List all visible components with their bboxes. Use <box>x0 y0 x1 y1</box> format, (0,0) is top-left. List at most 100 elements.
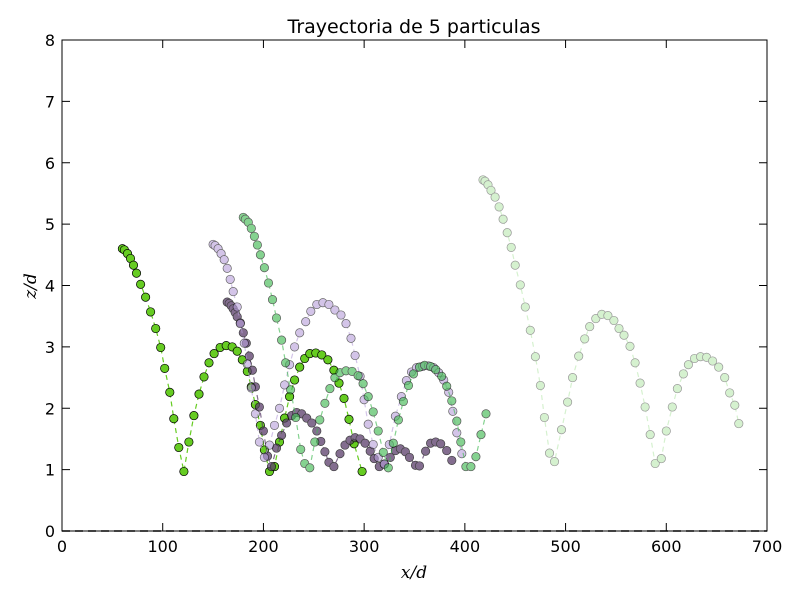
series-3-point <box>254 437 264 447</box>
series-5-point <box>603 311 613 321</box>
series-3-point <box>336 310 346 320</box>
series-5-point <box>597 309 607 319</box>
series-2-point <box>421 446 431 456</box>
plot-area <box>62 175 767 532</box>
series-5-point <box>683 360 693 370</box>
series-3-point <box>280 380 290 390</box>
series-1-point <box>232 346 242 356</box>
series-4-point <box>281 358 291 368</box>
series-2-point <box>360 438 370 448</box>
series-3-point <box>346 333 356 343</box>
series-4-point <box>296 444 306 454</box>
series-4-point <box>320 398 330 408</box>
series-4-point <box>452 416 462 426</box>
series-1-point <box>357 466 367 477</box>
y-tick-label: 8 <box>45 31 55 50</box>
series-4-point <box>271 313 282 323</box>
series-5-point <box>630 358 640 368</box>
series-1-point <box>151 323 161 334</box>
series-5-point <box>702 352 712 362</box>
series-1-point <box>194 389 204 399</box>
series-3-point <box>228 287 238 297</box>
series-5-point <box>502 228 512 238</box>
series-4-point <box>476 430 486 440</box>
axis-ticks: 0 100 200 300 400 500 600 700 0 1 2 3 4 5 6 7 8 <box>45 31 782 556</box>
series-4-point <box>373 426 383 436</box>
series-4-point <box>353 371 363 381</box>
series-3-point <box>330 305 340 315</box>
series-5-point <box>635 378 645 388</box>
series-4-point <box>305 463 315 473</box>
series-3-point <box>242 359 252 369</box>
series-5-point <box>656 454 666 464</box>
series-1-point <box>317 350 327 360</box>
series-2-point <box>266 462 277 472</box>
series-4-point <box>378 447 388 457</box>
series-1-point <box>290 375 300 385</box>
series-4-point <box>481 409 491 419</box>
series-1-point <box>169 414 179 424</box>
series-4-point <box>456 437 466 447</box>
series-4-point <box>249 231 259 241</box>
series-2-point <box>329 462 339 472</box>
series-5-point <box>556 425 567 435</box>
series-2-point <box>247 365 257 375</box>
series-5-point <box>494 202 504 212</box>
series-5-point <box>549 457 560 467</box>
series-1-point <box>156 342 166 353</box>
y-tick-label: 2 <box>45 399 55 418</box>
series-3-point <box>222 263 232 273</box>
series-1-point <box>295 362 305 372</box>
series-5-point <box>645 430 655 440</box>
series-4-point <box>398 396 408 407</box>
series-1-point <box>209 349 219 359</box>
series-1-point <box>184 437 194 447</box>
series-5-point <box>672 384 682 394</box>
series-2-point <box>442 446 452 456</box>
x-tick-label: 600 <box>651 537 682 556</box>
series-3-point <box>448 406 458 416</box>
series-5-point <box>661 426 671 436</box>
series-5-point <box>619 330 629 340</box>
series-2-point <box>282 418 292 428</box>
series-5-point <box>510 260 520 270</box>
series-5-point <box>530 352 540 362</box>
series-5-point <box>734 419 744 429</box>
series-3-point <box>225 274 235 284</box>
series-4-point <box>259 263 269 273</box>
series-1-point <box>323 355 333 365</box>
series-5-point <box>678 369 688 379</box>
series-2-point <box>238 328 248 338</box>
series-4-point <box>325 384 335 394</box>
series-3-point <box>290 342 300 352</box>
series-5-point <box>580 334 590 344</box>
series-2-point <box>307 418 317 428</box>
series-3-point <box>341 319 351 329</box>
series-1-point <box>339 393 349 403</box>
series-3-point <box>232 302 242 312</box>
series-2-point <box>404 452 415 462</box>
series-5-point <box>568 373 578 383</box>
series-5-point <box>490 192 500 202</box>
series-2-point <box>254 402 264 412</box>
series-5-line <box>482 179 740 465</box>
series-5-point <box>585 322 595 332</box>
series-4-point <box>263 278 274 288</box>
series-3-point <box>368 439 378 450</box>
series-4-point <box>471 452 481 462</box>
series-3-point <box>250 409 260 419</box>
y-axis-label: z/d <box>21 273 41 300</box>
series-5-point <box>650 458 660 469</box>
series-4-point <box>383 463 393 473</box>
series-1-point <box>136 279 146 289</box>
y-tick-label: 5 <box>45 215 55 234</box>
series-5-point <box>539 412 549 423</box>
series-2-point <box>414 461 425 471</box>
series-3-point <box>274 403 285 413</box>
series-1 <box>117 244 367 477</box>
series-3-point <box>324 299 334 310</box>
series-4-point <box>252 240 262 250</box>
x-tick-label: 400 <box>450 537 481 556</box>
series-4-point <box>246 223 256 233</box>
